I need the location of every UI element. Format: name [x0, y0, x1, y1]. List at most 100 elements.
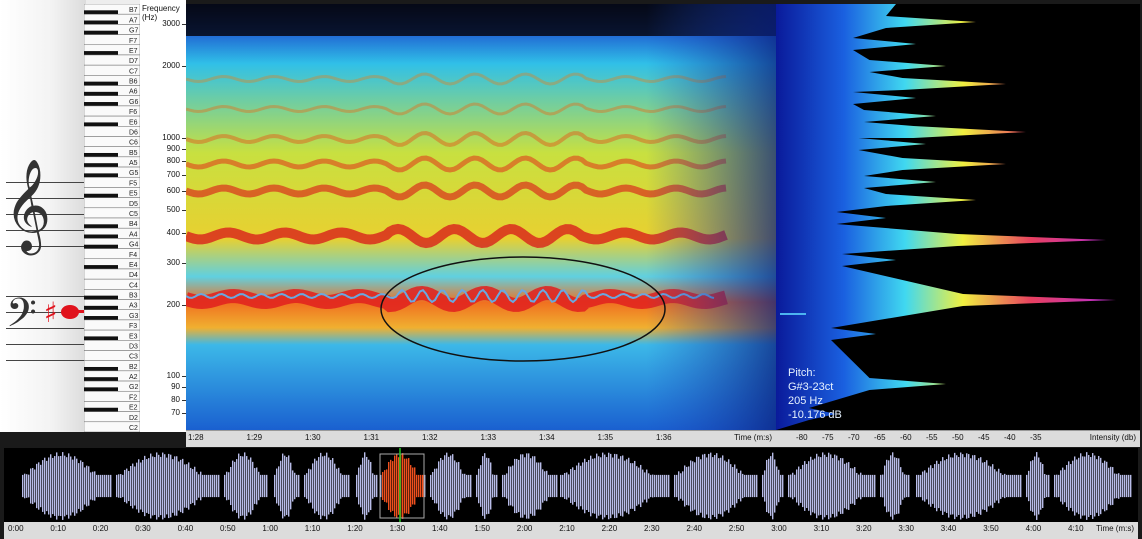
waveform-bar	[1110, 466, 1112, 506]
waveform-bar	[938, 463, 940, 509]
waveform-bar	[34, 469, 36, 503]
pitch-frequency: 205 Hz	[788, 395, 823, 407]
waveform-bar	[690, 460, 692, 512]
waveform-bar	[310, 469, 312, 503]
piano-note-label: E7	[129, 48, 138, 55]
waveform-bar	[520, 454, 522, 518]
waveform-bar	[334, 463, 336, 509]
piano-keyboard-panel: 𝄞 𝄢 ♯ B7 A7 G7 F7 E7 D7 C7 B6 A6 G6 F6 E6 D6 C6 B5 A5 G5…	[0, 0, 140, 432]
waveform-bar	[256, 467, 258, 505]
waveform-bar	[778, 469, 780, 503]
waveform-bar	[864, 474, 866, 498]
waveform-bar	[1092, 453, 1094, 519]
waveform-bar	[834, 454, 836, 518]
waveform-bar	[136, 462, 138, 510]
waveform-bar	[866, 474, 868, 498]
waveform-bar	[522, 454, 524, 518]
waveform-bar	[1130, 474, 1132, 498]
waveform-bar	[828, 452, 830, 520]
piano-note-label: F3	[129, 323, 137, 330]
waveform-bar	[746, 474, 748, 498]
bass-clef-icon: 𝄢	[6, 290, 37, 346]
waveform-bar	[1058, 474, 1060, 498]
time-tick-label: 1:29	[246, 433, 263, 442]
waveform-bar	[994, 469, 996, 503]
waveform-bar	[554, 474, 556, 498]
overview-time-tick-label: 2:40	[686, 524, 702, 533]
zoom-selection-box[interactable]	[379, 453, 425, 519]
overview-time-tick-label: 1:30	[389, 524, 406, 533]
waveform-bar	[168, 453, 170, 519]
waveform-bar	[622, 455, 624, 517]
frequency-tick-mark	[182, 148, 186, 150]
waveform-bar	[406, 458, 408, 514]
waveform-bar	[36, 463, 38, 509]
waveform-bar	[918, 474, 920, 498]
waveform-bar	[182, 458, 184, 514]
waveform-bar	[598, 456, 600, 516]
waveform-bar	[216, 474, 218, 498]
waveform-bar	[750, 474, 752, 498]
waveform-bar	[504, 474, 506, 498]
waveform-bar	[134, 466, 136, 506]
waveform-bar	[688, 466, 690, 506]
spectrogram-view[interactable]	[186, 4, 776, 430]
frequency-tick-mark	[182, 232, 186, 234]
frequency-tick-label: 200	[166, 299, 180, 309]
waveform-bar	[100, 474, 102, 498]
waveform-overview[interactable]	[4, 448, 1138, 522]
overview-time-tick-label: 4:00	[1025, 524, 1042, 533]
waveform-bar	[1042, 464, 1044, 508]
waveform-bar	[586, 461, 588, 511]
waveform-bar	[820, 457, 822, 515]
waveform-bar	[684, 465, 686, 507]
waveform-bar	[344, 474, 346, 498]
waveform-bar	[288, 455, 290, 517]
intensity-tick-label: -75	[822, 433, 834, 442]
waveform-bar	[732, 467, 734, 505]
waveform-bar	[578, 462, 580, 510]
waveform-bar	[992, 464, 994, 508]
frequency-tick-label: 100	[166, 371, 180, 381]
waveform-bar	[638, 467, 640, 505]
waveform-bar	[888, 460, 890, 512]
waveform-bar	[200, 471, 202, 501]
piano-note-label: D7	[129, 58, 138, 65]
waveform-bar	[744, 474, 746, 498]
waveform-bar	[384, 470, 386, 502]
music-staff: 𝄞 𝄢 ♯	[0, 0, 86, 432]
waveform-bar	[1060, 470, 1062, 502]
piano-note-label: C3	[129, 354, 138, 361]
waveform-bar	[1084, 456, 1086, 516]
piano-black-key	[84, 20, 118, 28]
waveform-bar	[844, 463, 846, 509]
waveform-bar	[228, 472, 230, 500]
piano-black-key	[84, 234, 118, 242]
frequency-tick-label: 3000	[162, 18, 180, 28]
waveform-bar	[748, 474, 750, 498]
waveform-bar	[996, 471, 998, 501]
waveform-bar	[906, 474, 908, 498]
piano-note-label: B3	[129, 293, 138, 300]
waveform-bar	[872, 474, 874, 498]
piano-note-label: C5	[129, 211, 138, 218]
waveform-bar	[282, 453, 284, 519]
treble-clef-icon: 𝄞	[4, 158, 52, 251]
waveform-bar	[650, 474, 652, 498]
piano-black-key	[84, 316, 118, 324]
waveform-bar	[826, 456, 828, 516]
waveform-bar	[926, 472, 928, 500]
waveform-bar	[1046, 474, 1048, 498]
frequency-tick-label: 1000	[162, 132, 180, 142]
waveform-bar	[422, 474, 424, 498]
waveform-bar	[642, 469, 644, 503]
waveform-bar	[1100, 457, 1102, 515]
piano-note-label: A4	[129, 231, 138, 238]
waveform-bar	[930, 465, 932, 507]
piano-black-key	[84, 387, 118, 395]
highlight-ellipse	[380, 256, 666, 362]
frequency-tick-mark	[182, 209, 186, 211]
waveform-bar	[512, 465, 514, 507]
waveform-bar	[440, 457, 442, 515]
time-axis-title: Time (m:s)	[734, 433, 772, 442]
